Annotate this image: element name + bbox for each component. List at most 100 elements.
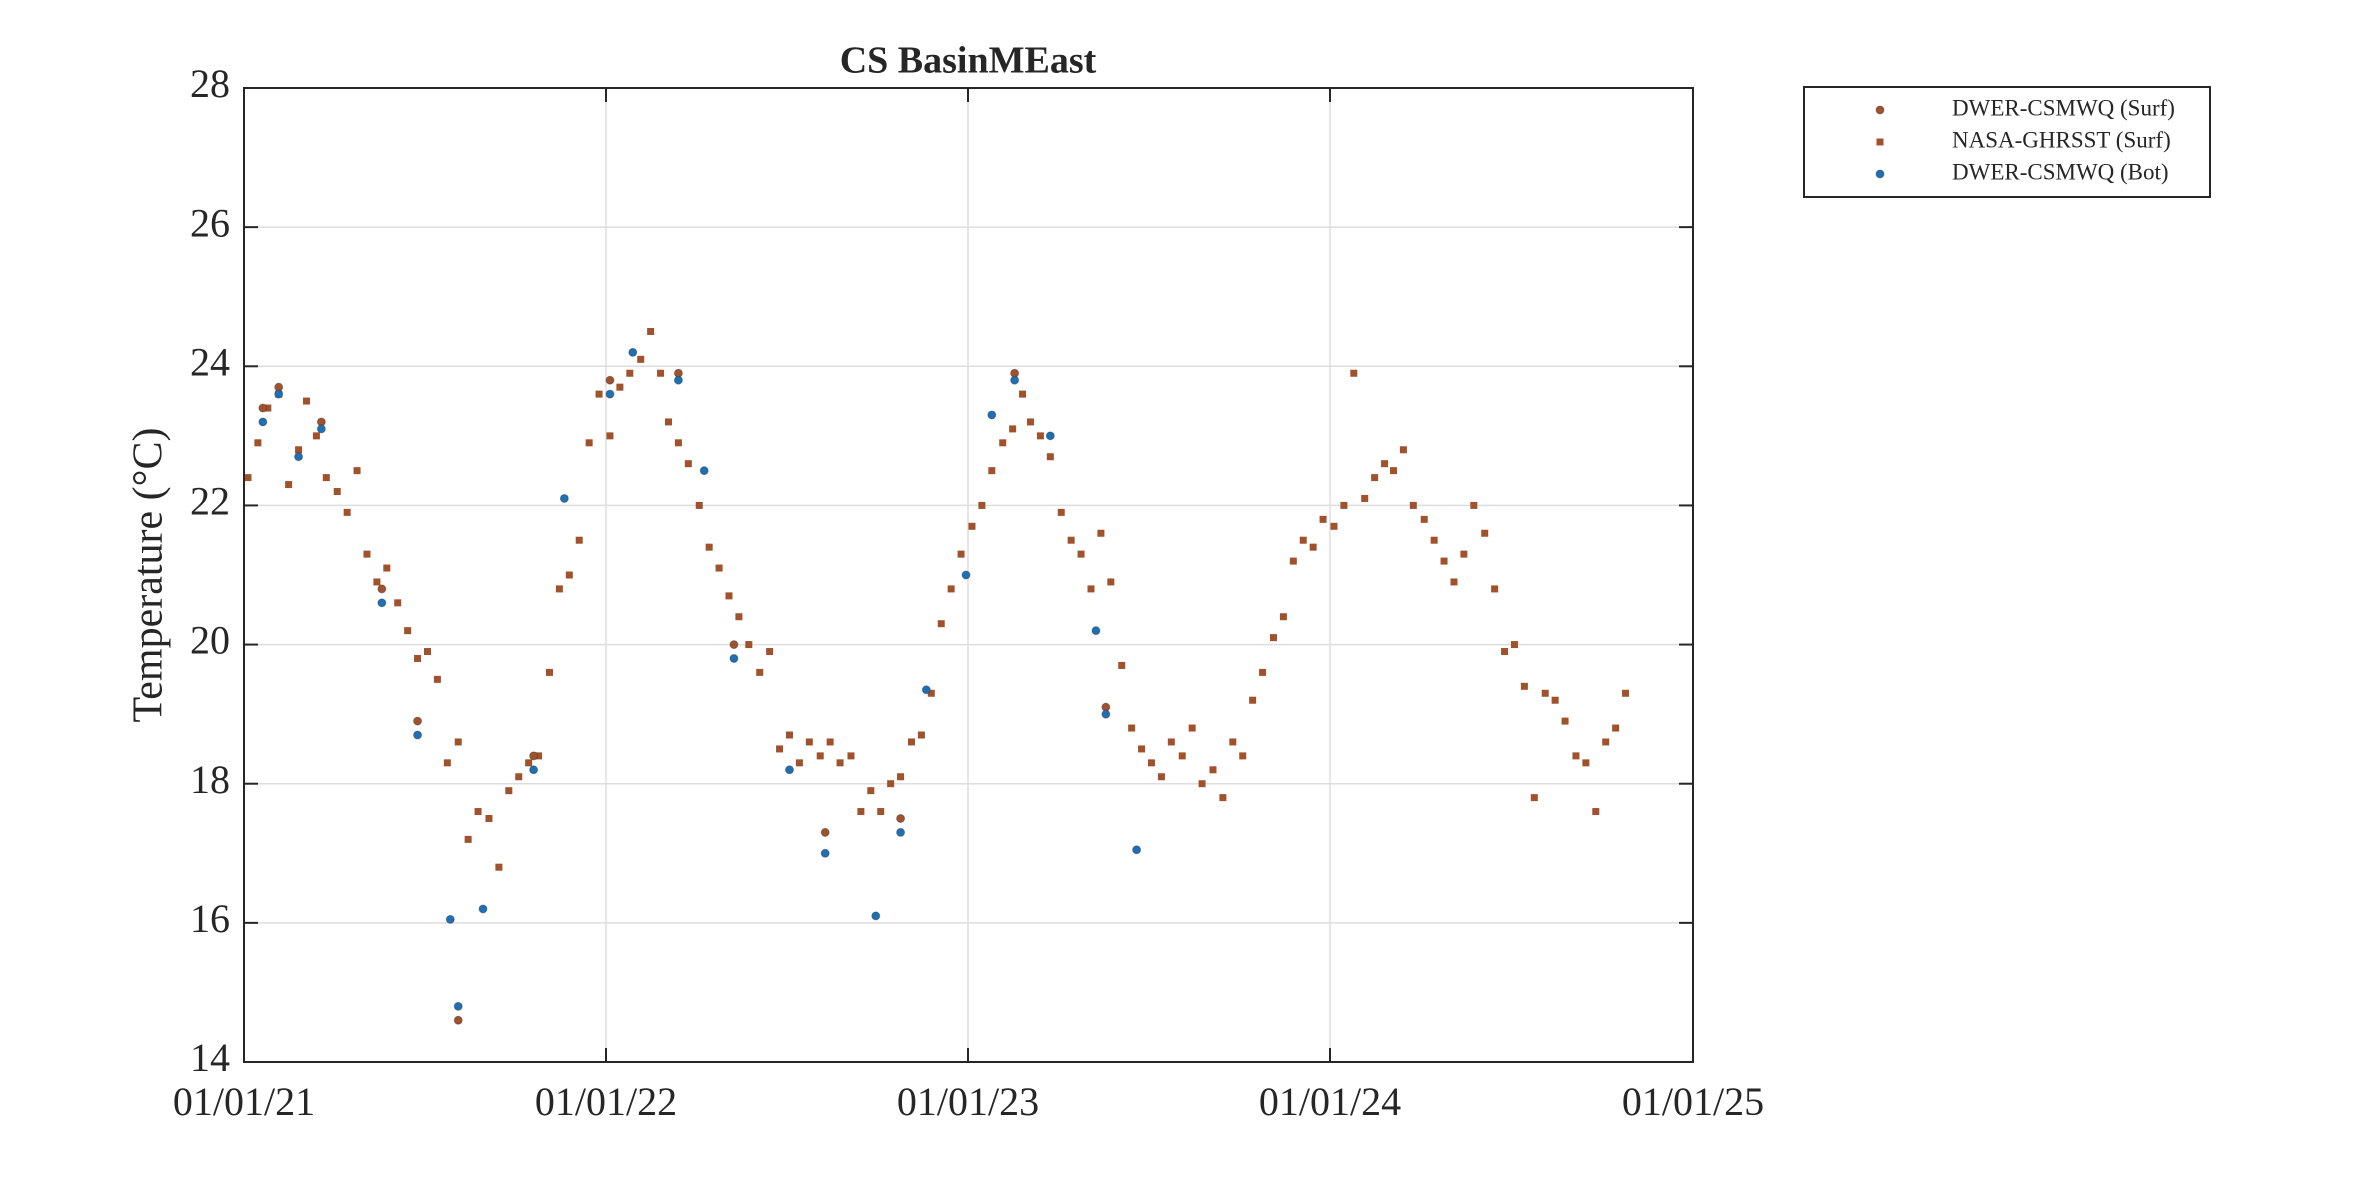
point — [377, 598, 387, 608]
point — [1118, 661, 1126, 669]
point — [1188, 724, 1196, 732]
point — [917, 731, 925, 739]
point — [254, 439, 262, 447]
point — [1371, 474, 1379, 482]
point — [485, 815, 493, 822]
point — [1440, 557, 1448, 565]
point — [394, 599, 402, 607]
point — [1178, 752, 1186, 760]
point — [705, 543, 713, 551]
point — [1361, 494, 1369, 502]
point — [1510, 641, 1518, 649]
point — [478, 904, 488, 914]
legend-label: DWER-CSMWQ (Surf) — [1952, 95, 2175, 120]
point — [1147, 759, 1155, 767]
point — [565, 571, 573, 579]
x-tick-label: 01/01/25 — [1622, 1079, 1764, 1124]
point — [404, 627, 412, 635]
point — [258, 403, 268, 413]
point — [756, 668, 764, 676]
point — [887, 780, 895, 788]
point — [907, 738, 915, 746]
point — [1026, 418, 1034, 426]
point — [729, 640, 739, 650]
point — [495, 863, 503, 871]
point — [605, 389, 615, 399]
point — [1091, 626, 1101, 636]
point — [921, 685, 931, 695]
x-tick-label: 01/01/23 — [897, 1079, 1039, 1124]
point — [1420, 515, 1428, 523]
point — [1561, 717, 1569, 725]
point — [1087, 585, 1095, 593]
point — [1036, 432, 1044, 440]
point — [1409, 501, 1417, 509]
point — [725, 592, 733, 600]
y-tick-label: 28 — [190, 61, 230, 106]
point — [1450, 578, 1458, 586]
point — [1019, 390, 1027, 398]
point — [1132, 845, 1142, 855]
point — [1101, 709, 1111, 719]
point — [795, 759, 803, 767]
point — [999, 439, 1007, 447]
point — [1067, 536, 1075, 544]
point — [978, 501, 986, 509]
point — [647, 328, 655, 335]
point — [1198, 780, 1206, 788]
point — [414, 654, 422, 662]
point — [947, 585, 955, 593]
point — [529, 751, 539, 761]
point — [816, 752, 824, 760]
point — [616, 383, 624, 391]
point — [1602, 738, 1610, 746]
point — [343, 508, 351, 516]
point — [785, 731, 793, 739]
point — [1530, 794, 1538, 802]
point — [295, 446, 303, 454]
y-tick-label: 20 — [190, 618, 230, 663]
point — [1097, 529, 1105, 537]
point — [1269, 634, 1277, 642]
point — [695, 501, 703, 509]
point — [535, 752, 543, 760]
point — [1167, 738, 1175, 746]
point — [545, 668, 553, 676]
point — [453, 1015, 463, 1025]
x-tick-label: 01/01/22 — [535, 1079, 677, 1124]
point — [1501, 648, 1509, 656]
point — [605, 375, 615, 385]
point — [826, 738, 834, 746]
point — [735, 613, 743, 621]
point — [559, 493, 569, 503]
point — [766, 648, 774, 656]
point — [413, 730, 423, 740]
y-tick-label: 22 — [190, 479, 230, 524]
legend: DWER-CSMWQ (Surf) NASA-GHRSST (Surf) DWER-… — [1803, 86, 2211, 198]
point — [776, 745, 784, 753]
point — [1340, 501, 1348, 509]
point — [1430, 536, 1438, 544]
point — [1107, 578, 1115, 586]
point — [1381, 460, 1389, 468]
point — [264, 404, 272, 412]
point — [443, 759, 451, 767]
point — [1046, 453, 1054, 461]
point — [244, 474, 252, 482]
point — [353, 467, 361, 475]
point — [896, 827, 906, 837]
point — [1045, 431, 1055, 441]
point — [637, 355, 645, 363]
point — [927, 689, 935, 697]
legend-label: NASA-GHRSST (Surf) — [1952, 127, 2171, 152]
point — [1399, 446, 1407, 454]
point — [674, 439, 682, 447]
point — [1572, 752, 1580, 760]
point — [383, 564, 391, 572]
point — [820, 827, 830, 837]
point — [606, 432, 614, 440]
point — [1582, 759, 1590, 767]
point — [961, 570, 971, 580]
point — [333, 488, 341, 496]
x-tick-label: 01/01/24 — [1259, 1079, 1401, 1124]
